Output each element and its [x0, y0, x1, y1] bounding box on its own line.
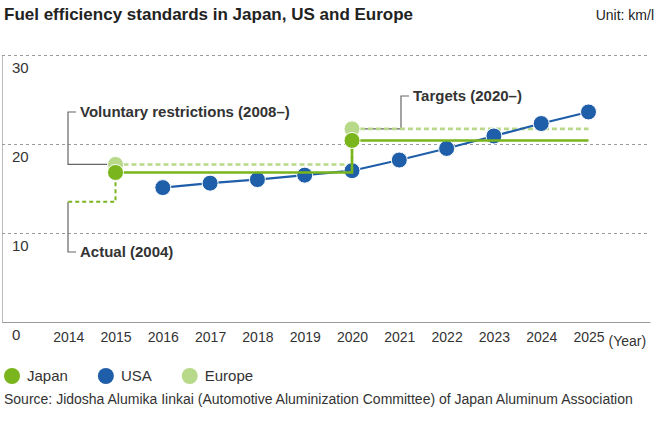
x-tick: 2014 — [53, 322, 84, 345]
series-line — [163, 112, 589, 188]
y-tick-label: 20 — [12, 148, 29, 165]
grid-line — [2, 322, 650, 323]
grid-line — [2, 55, 650, 56]
legend-swatch — [182, 368, 198, 384]
series-marker — [391, 152, 407, 168]
x-tick-label: 2025 — [573, 329, 604, 345]
x-axis-title: (Year) — [609, 333, 647, 349]
x-tick-label: 2020 — [337, 329, 368, 345]
x-tick: 2024 — [526, 322, 557, 345]
y-tick: 30 — [2, 56, 650, 76]
chart-subtitle: Unit: km/l — [596, 7, 654, 23]
y-tick-label: 10 — [12, 237, 29, 254]
series-marker — [108, 164, 124, 180]
x-tick-label: 2017 — [195, 329, 226, 345]
y-tick-label: 30 — [12, 59, 29, 76]
y-axis: 0 10 20 30 — [2, 56, 650, 343]
legend-swatch — [4, 368, 20, 384]
chart-svg: Fuel efficiency standards in Japan, US a… — [0, 0, 658, 439]
x-tick: 2016 — [148, 322, 179, 345]
x-tick-label: 2014 — [53, 329, 84, 345]
x-tick: 2019 — [290, 322, 321, 345]
x-axis: 2014 2015 2016 2017 2018 2019 2020 2021 2022 2023… — [3, 322, 651, 345]
series-marker — [202, 175, 218, 191]
grid-line — [2, 233, 650, 234]
x-tick-label: 2018 — [242, 329, 273, 345]
annotation-label: Targets (2020–) — [413, 87, 522, 104]
x-tick-label: 2015 — [100, 329, 131, 345]
x-tick-label: 2023 — [479, 329, 510, 345]
annotation-leaders — [68, 96, 409, 252]
y-tick: 20 — [2, 145, 650, 165]
series-marker — [155, 180, 171, 196]
x-tick: 2023 — [479, 322, 510, 345]
legend-swatch — [98, 368, 114, 384]
x-tick: 2017 — [195, 322, 226, 345]
x-tick-label: 2024 — [526, 329, 557, 345]
source-note: Source: Jidosha Alumika Iinkai (Automoti… — [4, 391, 633, 407]
series-marker — [297, 167, 313, 183]
legend-item: Japan — [4, 367, 68, 384]
series-marker — [344, 132, 360, 148]
legend: Japan USA Europe — [4, 367, 253, 384]
x-tick: 2025 — [573, 322, 604, 345]
legend-item: USA — [98, 367, 152, 384]
x-tick: 2020 — [337, 322, 368, 345]
annotation-label: Voluntary restrictions (2008–) — [80, 103, 290, 120]
y-axis-line — [2, 56, 3, 323]
legend-label: Japan — [27, 367, 68, 384]
x-tick: 2021 — [384, 322, 415, 345]
annotation-leader — [352, 96, 409, 129]
annotation-label: Actual (2004) — [80, 243, 173, 260]
x-tick: 2022 — [432, 322, 463, 345]
series-marker — [249, 172, 265, 188]
source-line: Source: Jidosha Alumika Iinkai (Automoti… — [4, 391, 633, 407]
x-tick-label: 2021 — [384, 329, 415, 345]
legend-label: USA — [121, 367, 152, 384]
x-axis-line — [3, 322, 651, 323]
grid-line — [2, 144, 650, 145]
x-tick: 2018 — [242, 322, 273, 345]
legend-label: Europe — [205, 367, 253, 384]
annotations: Voluntary restrictions (2008–) Targets (2… — [80, 87, 522, 260]
x-tick-label: 2016 — [148, 329, 179, 345]
series-marker — [533, 116, 549, 132]
series-0 — [108, 132, 589, 180]
series-marker — [439, 140, 455, 156]
legend-item: Europe — [182, 367, 253, 384]
x-tick-label: 2022 — [432, 329, 463, 345]
annotation-leader — [68, 202, 76, 252]
chart-title: Fuel efficiency standards in Japan, US a… — [4, 5, 413, 24]
x-tick: 2015 — [100, 322, 131, 345]
x-tick-label: 2019 — [290, 329, 321, 345]
y-tick-label: 0 — [12, 326, 20, 343]
plot-area — [68, 96, 597, 252]
series-marker — [581, 104, 597, 120]
chart-container: Fuel efficiency standards in Japan, US a… — [0, 0, 658, 439]
